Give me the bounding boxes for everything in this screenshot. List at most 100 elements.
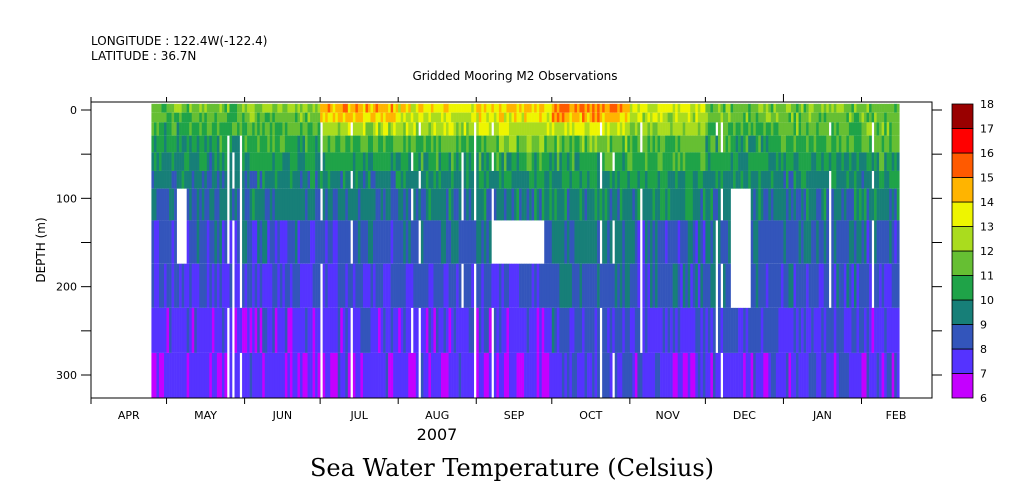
heatmap-cell [539,352,543,398]
heatmap-cell [161,170,165,189]
heatmap-cell [637,170,641,189]
heatmap-cell [408,220,412,264]
heatmap-cell [524,307,527,353]
heatmap-cell [201,112,205,123]
heatmap-cell [446,170,449,189]
heatmap-cell [806,352,809,398]
heatmap-cell [697,220,701,264]
heatmap-cell [166,170,170,189]
heatmap-cell [443,220,447,264]
heatmap-cell [864,122,867,136]
heatmap-cell [254,112,258,123]
heatmap-cell [345,307,349,353]
heatmap-cell [803,188,807,221]
heatmap-cell [866,112,870,123]
heatmap-cell [458,112,462,123]
heatmap-cell [443,263,447,308]
heatmap-cell [403,103,407,113]
heatmap-cell [219,135,223,153]
heatmap-cell [811,188,814,221]
heatmap-cell [617,263,621,308]
heatmap-cell [745,112,749,123]
heatmap-cell [697,122,701,136]
heatmap-cell [169,103,172,113]
heatmap-cell [695,220,699,264]
heatmap-cell [685,352,689,398]
heatmap-cell [740,103,744,113]
heatmap-cell [788,122,792,136]
heatmap-cell [801,112,804,123]
heatmap-cell [763,263,767,308]
heatmap-cell [491,263,495,308]
heatmap-cell [833,263,837,308]
heatmap-cell [864,103,867,113]
heatmap-cell [763,103,767,113]
heatmap-cell [866,263,870,308]
heatmap-cell [657,152,661,171]
heatmap-cell [793,122,797,136]
heatmap-cell [670,170,673,189]
heatmap-cell [629,263,633,308]
heatmap-cell [216,220,220,264]
heatmap-cell [519,170,522,189]
heatmap-cell [305,103,308,113]
heatmap-cell [433,188,437,221]
heatmap-cell [216,112,220,123]
heatmap-cell [554,152,558,171]
heatmap-cell [569,112,573,123]
heatmap-cell [758,352,762,398]
heatmap-cell [478,103,482,113]
heatmap-cell [811,307,814,353]
heatmap-cell [312,352,316,398]
heatmap-cell [501,307,505,353]
heatmap-cell [453,103,457,113]
heatmap-cell [836,188,840,221]
heatmap-cell [836,103,840,113]
heatmap-cell [365,220,369,264]
heatmap-cell [730,112,734,123]
heatmap-cell [758,263,762,308]
heatmap-cell [576,170,580,189]
heatmap-cell [355,170,359,189]
heatmap-cell [695,112,699,123]
heatmap-cell [310,103,313,113]
heatmap-cell [707,152,711,171]
heatmap-cell [153,170,157,189]
heatmap-cell [765,152,769,171]
heatmap-cell [539,263,543,308]
heatmap-cell [869,112,872,123]
heatmap-cell [808,307,812,353]
heatmap-cell [206,112,210,123]
heatmap-cell [274,220,278,264]
heatmap-cells [151,103,900,398]
heatmap-cell [642,152,646,171]
heatmap-cell [242,135,245,153]
heatmap-cell [428,135,432,153]
heatmap-cell [312,220,316,264]
heatmap-cell [383,170,386,189]
heatmap-cell [695,122,699,136]
heatmap-cell [677,170,681,189]
heatmap-cell [551,122,555,136]
heatmap-cell [886,352,890,398]
heatmap-cell [337,263,341,308]
heatmap-cell [657,220,661,264]
heatmap-cell [856,152,860,171]
heatmap-cell [853,170,857,189]
heatmap-cell [365,188,369,221]
heatmap-cell [488,103,492,113]
heatmap-cell [768,112,772,123]
heatmap-cell [649,263,653,308]
heatmap-cell [405,152,409,171]
heatmap-cell [788,263,792,308]
heatmap-cell [685,152,689,171]
heatmap-cell [677,220,681,264]
heatmap-cell [587,135,590,153]
heatmap-cell [685,122,689,136]
heatmap-cell [632,263,636,308]
heatmap-cell [483,263,487,308]
heatmap-cell [609,122,613,136]
heatmap-cell [237,263,240,308]
heatmap-cell [690,122,694,136]
heatmap-cell [554,220,558,264]
